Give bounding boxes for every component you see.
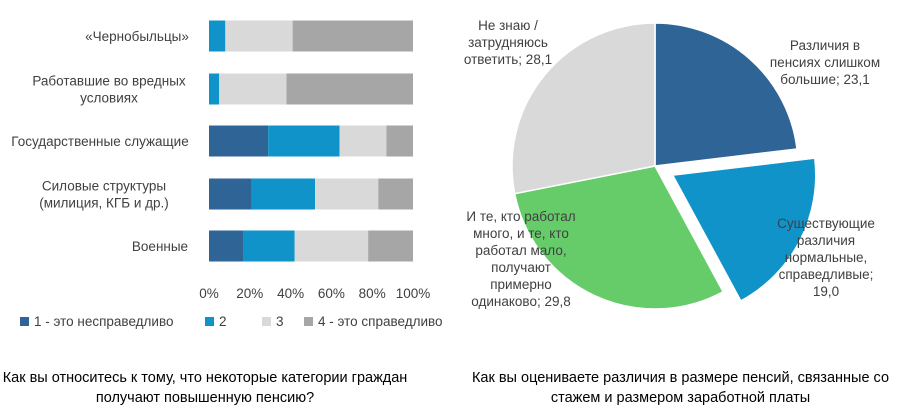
legend-label: 3 (276, 314, 284, 329)
bar-segment (209, 20, 226, 52)
bar-segment (209, 230, 244, 262)
bar-segment (268, 125, 340, 157)
bar-segment (378, 178, 413, 210)
pie-slice (511, 22, 656, 195)
bar-segment (286, 73, 413, 105)
category-label: «Чернобыльцы» (85, 29, 189, 44)
bar-segment (209, 125, 269, 157)
bar-segment (339, 125, 387, 157)
legend-label: 4 - это справедливо (318, 314, 443, 329)
legend-swatch (20, 317, 29, 326)
slice-label: Существующие различия нормальные, справедли… (777, 216, 875, 299)
x-tick-label: 100% (396, 286, 431, 301)
legend-label: 1 - это несправедливо (34, 314, 173, 329)
pie-chart: Различия в пенсиях слишком большие; 23,1 Су… (464, 18, 880, 310)
slice-label: И те, кто работал много, и те, кто работал… (466, 209, 575, 309)
pie-slice (513, 165, 725, 310)
bar-segment (219, 73, 287, 105)
legend-swatch (205, 317, 214, 326)
bar-segment (225, 20, 293, 52)
stacked-bar-chart: «Чернобыльцы» Работавшие во вредных услови… (11, 20, 443, 329)
slice-label: Различия в пенсиях слишком большие; 23,1 (770, 38, 880, 87)
x-tick-label: 40% (277, 286, 304, 301)
bar-segment (315, 178, 379, 210)
legend-swatch (262, 317, 271, 326)
category-label: Государственные служащие (11, 134, 188, 149)
pie-slice (654, 22, 798, 167)
bar-segment (251, 178, 316, 210)
category-label: Силовые структуры (милиция, КГБ и др.) (39, 179, 169, 211)
x-tick-label: 20% (236, 286, 263, 301)
legend-swatch (304, 317, 313, 326)
category-label: Военные (132, 239, 188, 254)
x-tick-label: 60% (318, 286, 345, 301)
bar-segment (209, 73, 220, 105)
category-label: Работавшие во вредных условиях (32, 74, 186, 106)
bar-segment (292, 20, 413, 52)
pie-chart-caption: Как вы оцениваете различия в размере пен… (471, 370, 890, 406)
bar-segment (243, 230, 295, 262)
x-tick-label: 80% (359, 286, 386, 301)
bar-segment (294, 230, 369, 262)
bar-chart-caption: Как вы относитесь к тому, что некоторые … (2, 370, 408, 406)
slice-label: Не знаю / затрудняюсь ответить; 28,1 (464, 18, 552, 67)
bar-segment (209, 178, 252, 210)
pie-slice (671, 157, 817, 302)
x-tick-label: 0% (199, 286, 219, 301)
bar-segment (386, 125, 413, 157)
legend-label: 2 (219, 314, 227, 329)
bar-segment (368, 230, 413, 262)
